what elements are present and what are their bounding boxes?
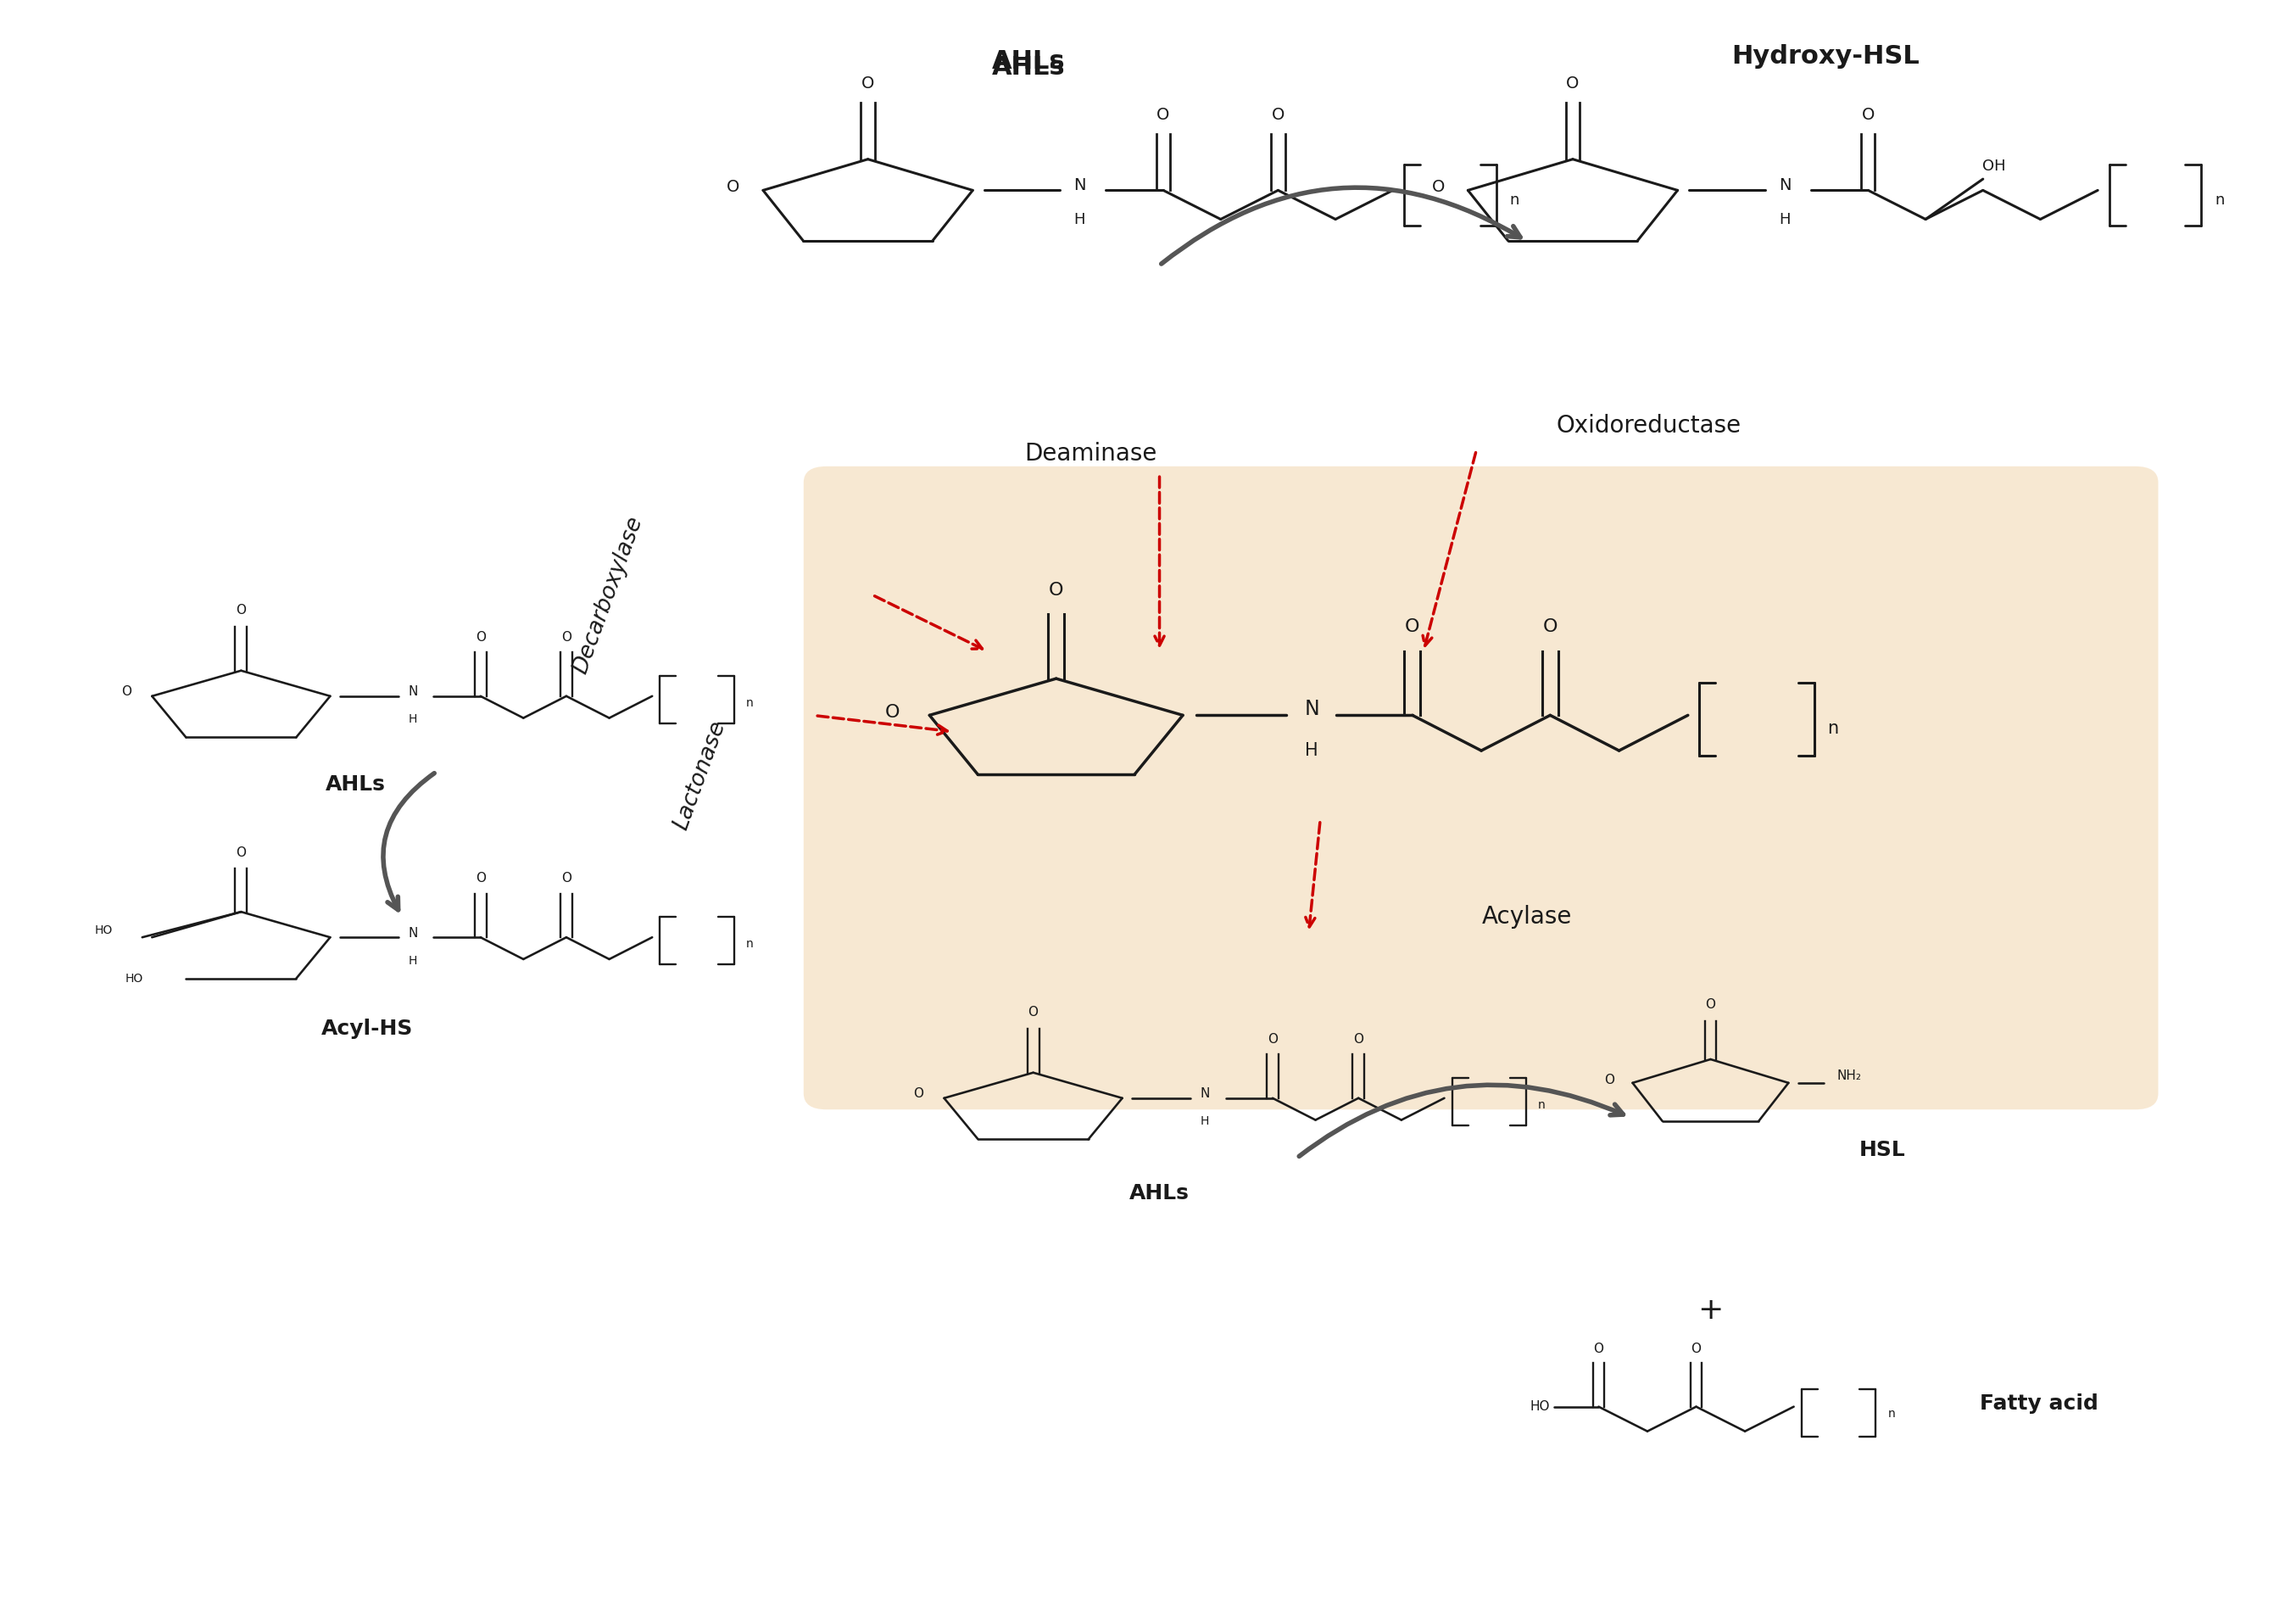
- Text: O: O: [475, 630, 484, 643]
- Text: n: n: [1828, 720, 1839, 736]
- Text: O: O: [1862, 106, 1874, 122]
- Text: AHLs: AHLs: [326, 775, 386, 794]
- Text: HSL: HSL: [1860, 1140, 1906, 1159]
- Text: O: O: [914, 1087, 923, 1100]
- Text: O: O: [1543, 619, 1557, 635]
- Text: O: O: [560, 630, 572, 643]
- Text: O: O: [1267, 1032, 1277, 1045]
- Text: Acyl-HS: Acyl-HS: [321, 1019, 413, 1039]
- Text: O: O: [1272, 106, 1283, 122]
- Text: Acylase: Acylase: [1481, 905, 1573, 928]
- Text: N: N: [409, 685, 418, 698]
- Text: HO: HO: [94, 925, 113, 936]
- Text: O: O: [1593, 1343, 1603, 1356]
- Text: n: n: [1538, 1098, 1545, 1111]
- Text: H: H: [1201, 1116, 1210, 1127]
- Text: O: O: [1029, 1007, 1038, 1019]
- Text: Oxidoreductase: Oxidoreductase: [1557, 415, 1740, 437]
- Text: O: O: [236, 605, 246, 617]
- Text: +: +: [1697, 1296, 1724, 1325]
- Text: Decarboxylase: Decarboxylase: [569, 513, 647, 677]
- Text: O: O: [861, 76, 875, 92]
- Text: n: n: [1887, 1407, 1894, 1420]
- Text: O: O: [560, 872, 572, 884]
- Text: HO: HO: [1529, 1401, 1550, 1413]
- Text: H: H: [409, 714, 418, 725]
- Text: O: O: [1352, 1032, 1364, 1045]
- Text: N: N: [1779, 177, 1791, 193]
- Text: HO: HO: [124, 973, 142, 984]
- Text: NH₂: NH₂: [1837, 1069, 1862, 1082]
- Text: O: O: [1405, 619, 1419, 635]
- Text: Deaminase: Deaminase: [1024, 442, 1157, 465]
- Text: O: O: [475, 872, 484, 884]
- Text: H: H: [1304, 743, 1318, 759]
- Text: n: n: [2216, 193, 2225, 207]
- Text: O: O: [1433, 178, 1444, 195]
- FancyBboxPatch shape: [804, 466, 2158, 1110]
- Text: N: N: [1201, 1087, 1210, 1100]
- Text: O: O: [728, 178, 739, 195]
- Text: O: O: [1692, 1343, 1701, 1356]
- Text: H: H: [1779, 212, 1791, 227]
- Text: AHLs: AHLs: [992, 48, 1065, 74]
- Text: O: O: [122, 685, 131, 698]
- Text: N: N: [1075, 177, 1086, 193]
- Text: n: n: [746, 937, 753, 950]
- Text: n: n: [1511, 193, 1520, 207]
- Text: Fatty acid: Fatty acid: [1979, 1394, 2099, 1413]
- Text: Lactonase: Lactonase: [670, 717, 730, 833]
- Text: n: n: [746, 696, 753, 709]
- Text: Hydroxy-HSL: Hydroxy-HSL: [1731, 43, 1919, 69]
- Text: AHLs: AHLs: [992, 55, 1065, 80]
- Text: O: O: [236, 847, 246, 859]
- Text: O: O: [1605, 1074, 1614, 1087]
- Text: O: O: [1706, 999, 1715, 1011]
- Text: AHLs: AHLs: [1130, 1183, 1189, 1203]
- Text: O: O: [1157, 106, 1169, 122]
- Text: O: O: [1566, 76, 1580, 92]
- Text: OH: OH: [1984, 159, 2007, 174]
- Text: N: N: [1304, 698, 1320, 719]
- Text: O: O: [1049, 582, 1063, 598]
- Text: H: H: [1075, 212, 1086, 227]
- Text: N: N: [409, 926, 418, 939]
- Text: H: H: [409, 955, 418, 966]
- Text: O: O: [886, 704, 900, 720]
